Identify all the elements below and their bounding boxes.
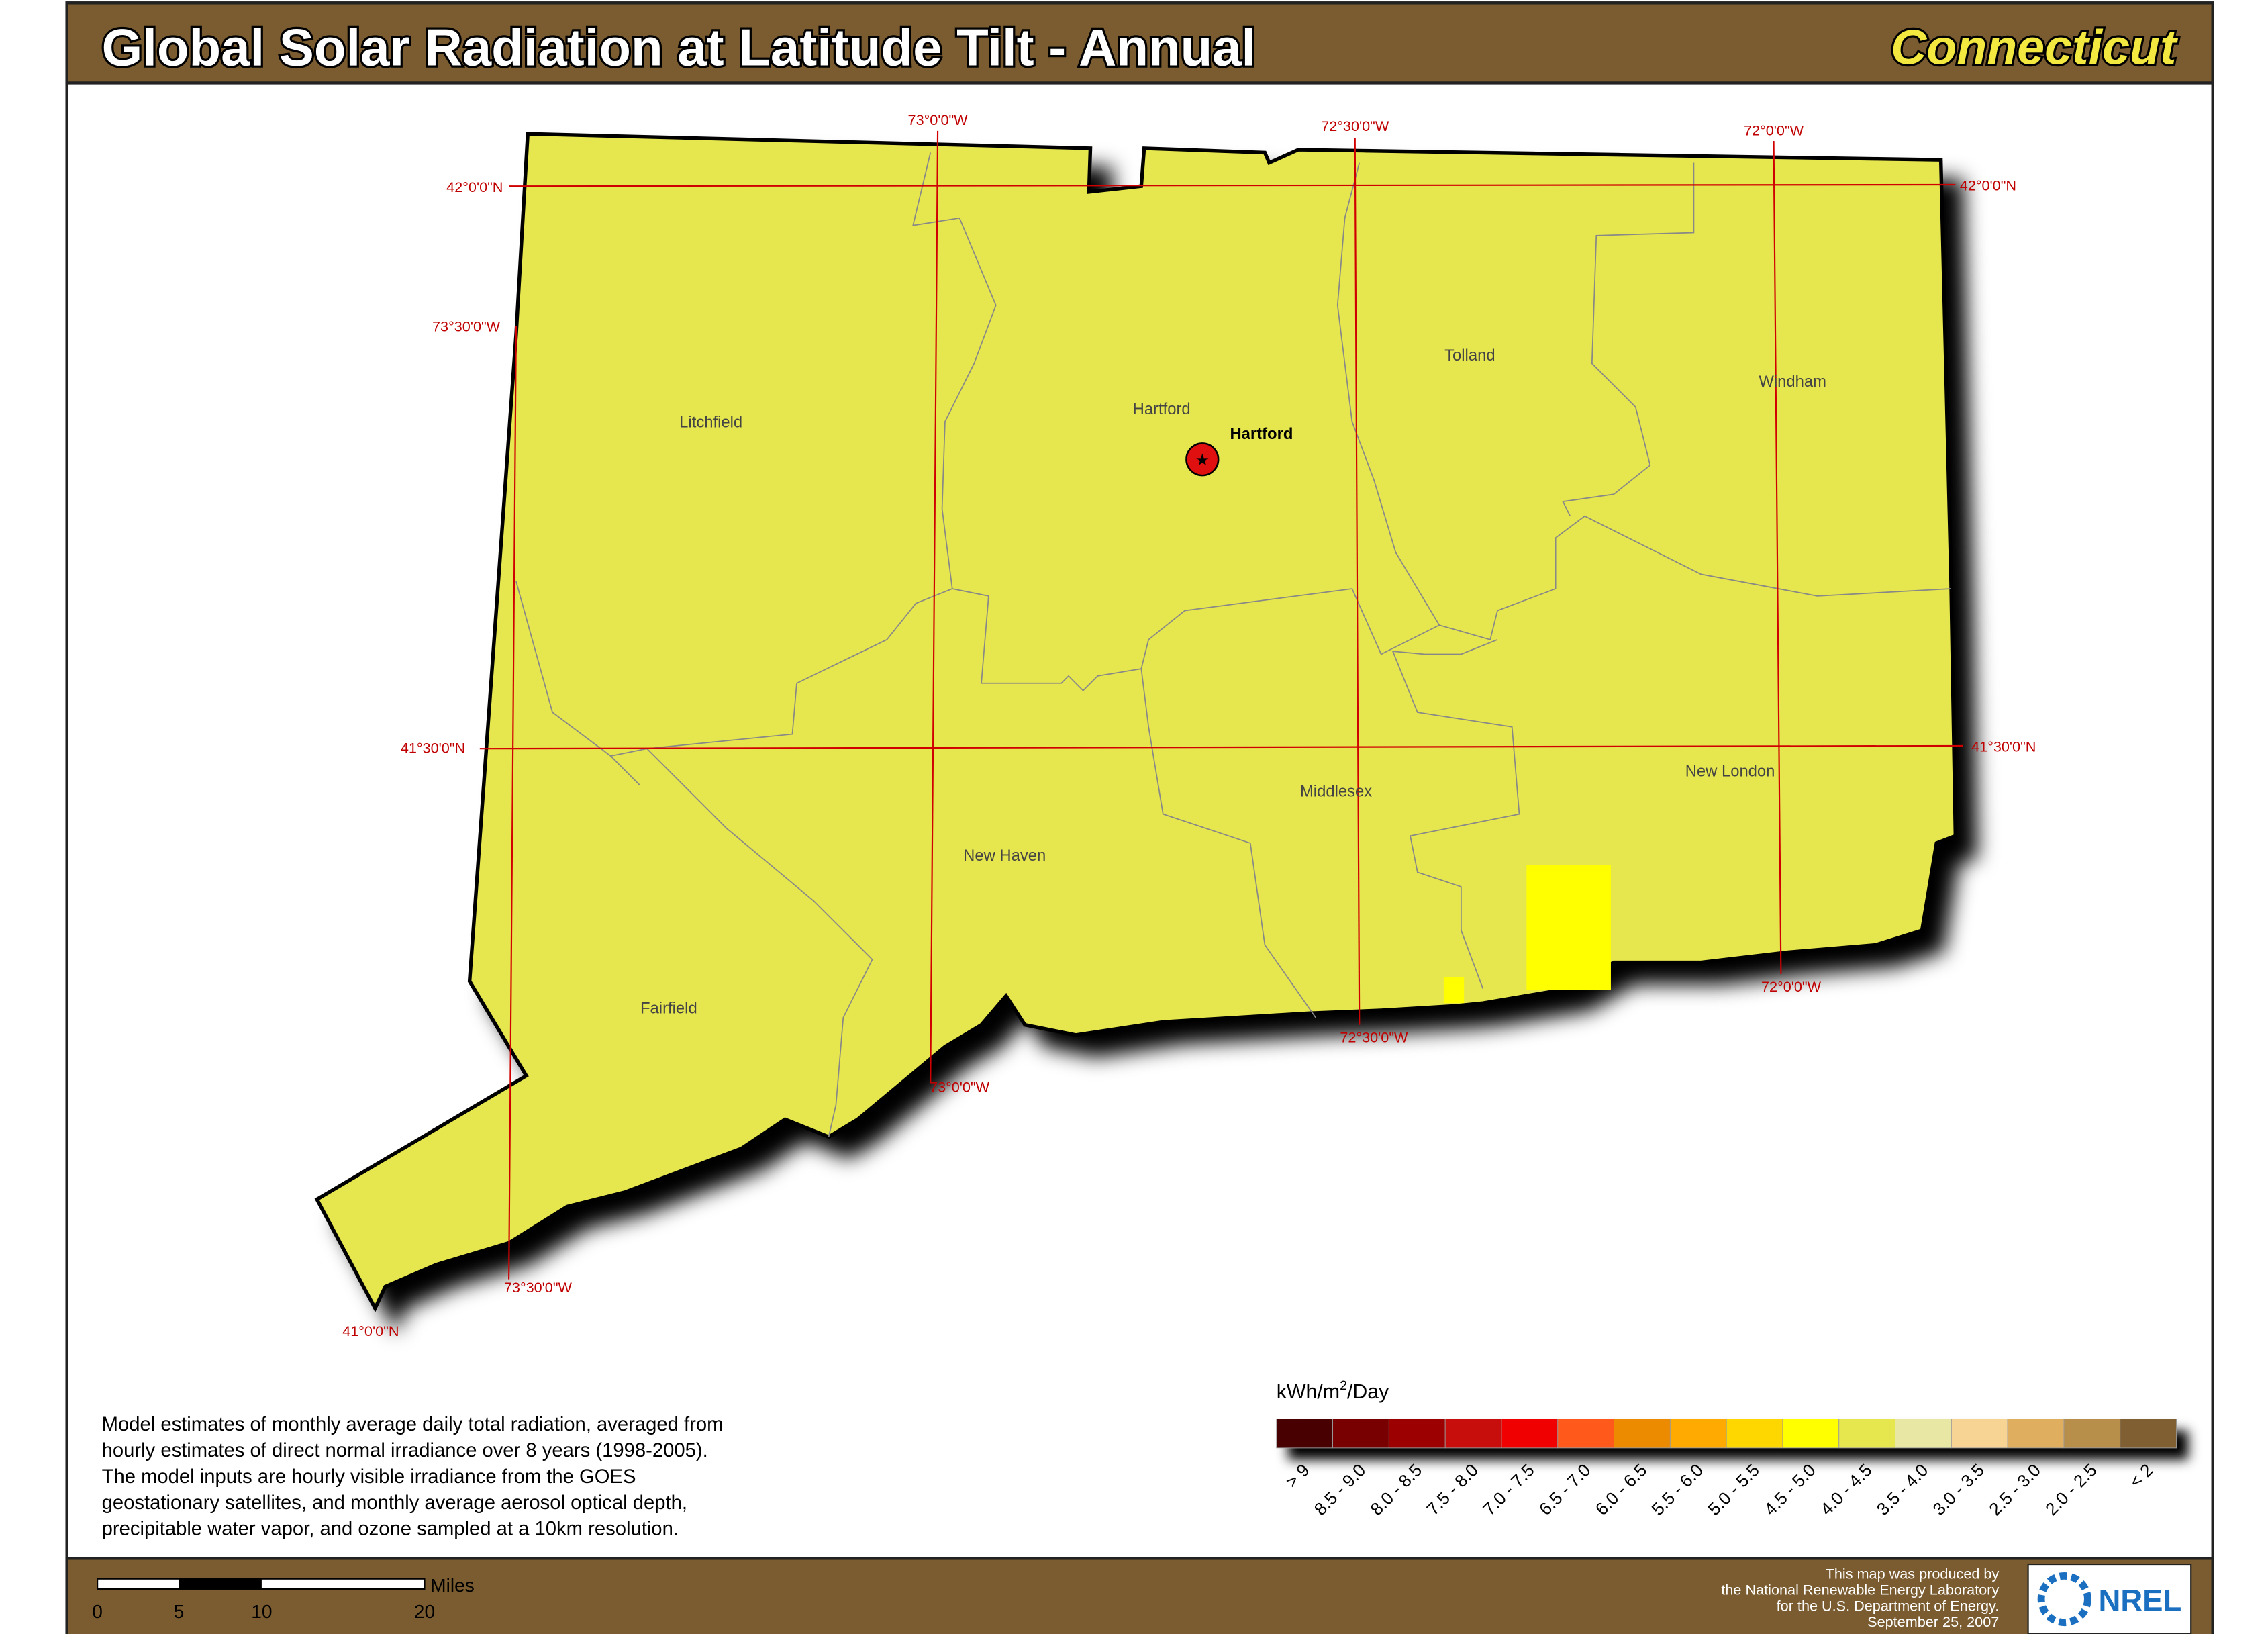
scale-tick: 20 (414, 1601, 435, 1622)
legend-swatch (1557, 1419, 1614, 1449)
parallel-line (509, 183, 1956, 187)
legend-swatch (1388, 1419, 1446, 1449)
title: Global Solar Radiation at Latitude Tilt … (102, 17, 1256, 77)
legend-swatch (2007, 1419, 2065, 1449)
legend-swatch (1444, 1419, 1502, 1449)
county-label: New Haven (963, 847, 1046, 865)
description-line: The model inputs are hourly visible irra… (102, 1466, 636, 1488)
parallel-line (479, 744, 1963, 750)
county-label: Tolland (1444, 346, 1495, 365)
graticule-label: 72°0'0"W (1744, 122, 1804, 138)
footer-bar (65, 1557, 2214, 1634)
county-label: Litchfield (679, 414, 742, 432)
meridian-line (930, 130, 939, 1084)
logo-box (2027, 1563, 2192, 1634)
legend-swatch (1501, 1419, 1559, 1449)
legend-boxes (1276, 1419, 2177, 1449)
meridian-line (1354, 138, 1361, 1025)
capital-marker (1185, 442, 1220, 477)
header-bar (65, 1, 2214, 85)
legend-swatch (1838, 1419, 1895, 1449)
logo-mark (2037, 1572, 2091, 1627)
graticule-label: 42°0'0"N (1960, 177, 2016, 194)
logo-text: NREL (2098, 1583, 2181, 1617)
graticule-label: 41°30'0"N (401, 740, 465, 757)
legend-swatch (1332, 1419, 1389, 1449)
graticule-label: 72°0'0"W (1761, 978, 1822, 995)
description-line: geostationary satellites, and monthly av… (102, 1492, 687, 1514)
description-line: hourly estimates of direct normal irradi… (102, 1440, 708, 1461)
graticule-label: 73°30'0"W (504, 1279, 573, 1296)
scale-unit: Miles (430, 1575, 475, 1596)
description-line: Model estimates of monthly average daily… (102, 1414, 724, 1435)
legend-swatch (2063, 1419, 2121, 1449)
scale-tick: 5 (174, 1601, 185, 1622)
legend-swatch (2120, 1419, 2177, 1449)
higher-zone (1526, 865, 1611, 990)
graticule-label: 41°30'0"N (1971, 738, 2036, 755)
state-shape (314, 132, 1958, 1312)
credit-line: This map was produced by (1826, 1566, 2000, 1582)
graticule-label: 41°0'0"N (342, 1323, 399, 1339)
credit-line: the National Renewable Energy Laboratory (1721, 1582, 1999, 1598)
scale-bar (97, 1578, 426, 1590)
legend-swatch (1726, 1419, 1783, 1449)
capital-star: ★ (1195, 451, 1210, 469)
legend-swatch (1951, 1419, 2008, 1449)
legend-swatch (1669, 1419, 1727, 1449)
graticule-label: 73°0'0"W (908, 111, 969, 128)
graticule-label: 42°0'0"N (446, 179, 503, 195)
graticule (479, 130, 1963, 1280)
state-name: Connecticut (1891, 19, 2179, 75)
legend-swatch (1276, 1419, 1334, 1449)
city-label: Hartford (1230, 425, 1293, 443)
county-label: New London (1685, 762, 1775, 780)
legend-swatch (1782, 1419, 1840, 1449)
legend-unit: kWh/m2/Day (1277, 1378, 1389, 1403)
higher-zone (1443, 977, 1465, 1004)
graticule-label: 73°0'0"W (930, 1078, 990, 1095)
graticule-label: 73°30'0"W (432, 318, 501, 335)
meridian-line (508, 326, 517, 1280)
credit-line: September 25, 2007 (1867, 1613, 1999, 1630)
meridian-line (1773, 141, 1782, 974)
county-label: Middlesex (1300, 783, 1372, 801)
legend-swatch (1895, 1419, 1952, 1449)
description-line: precipitable water vapor, and ozone samp… (102, 1519, 679, 1540)
county-label: Hartford (1133, 400, 1191, 418)
graticule-label: 72°30'0"W (1340, 1029, 1408, 1046)
credit-line: for the U.S. Department of Energy. (1777, 1597, 2000, 1614)
graticule-label: 72°30'0"W (1321, 117, 1389, 134)
scale-tick: 0 (92, 1601, 103, 1622)
county-label: Fairfield (640, 999, 697, 1017)
county-label: Windham (1759, 373, 1826, 391)
legend-swatch (1614, 1419, 1671, 1449)
scale-tick: 10 (251, 1601, 272, 1622)
